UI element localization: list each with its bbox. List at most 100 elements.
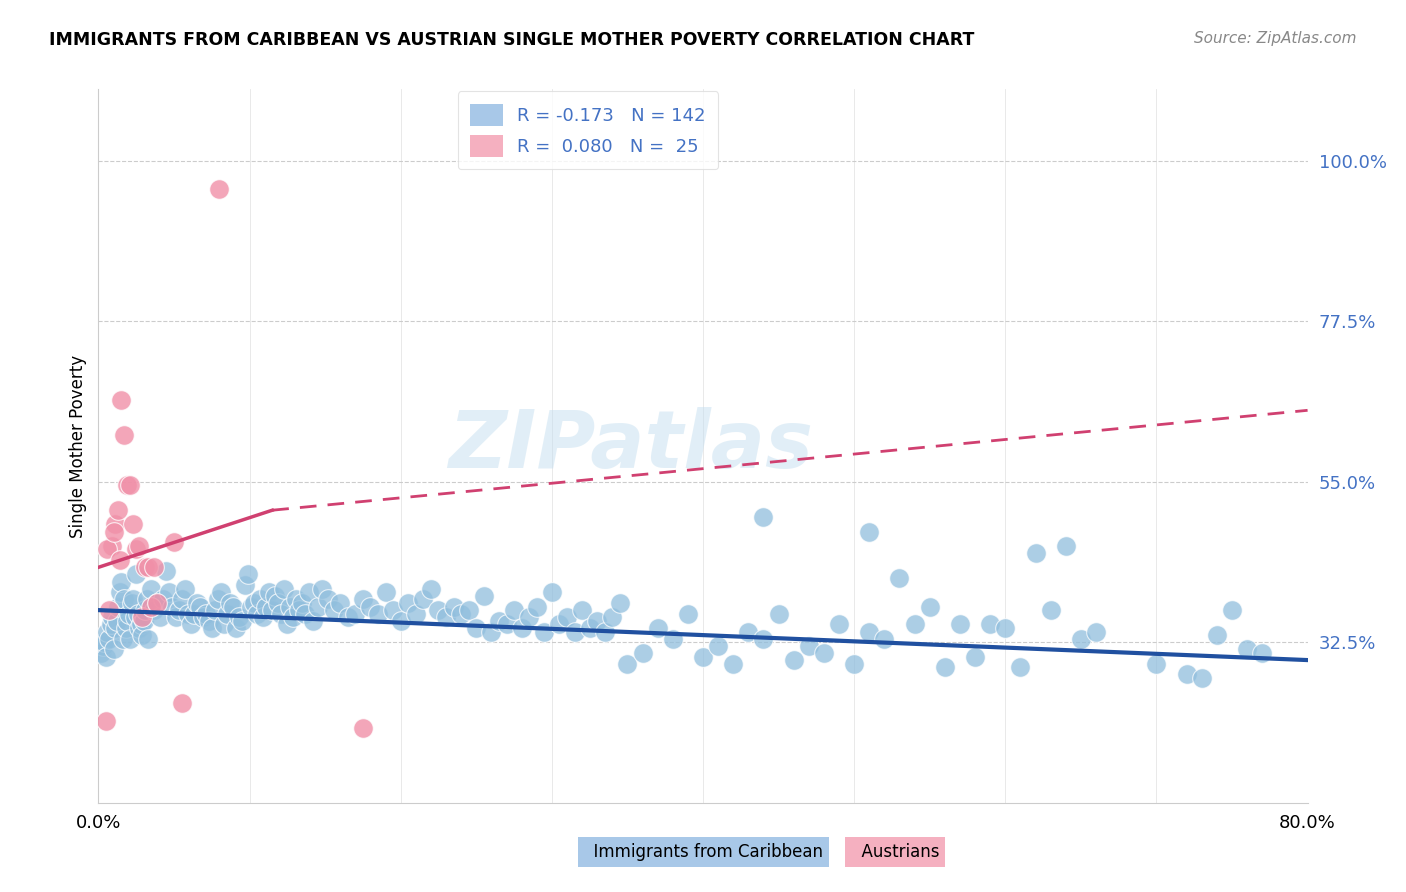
Point: [1070, 632, 1092, 646]
Point: [434, 610, 457, 624]
Point: [510, 621, 533, 635]
Point: [707, 639, 730, 653]
Point: [152, 592, 174, 607]
Point: [170, 696, 193, 710]
Point: [472, 589, 495, 603]
Point: [768, 607, 790, 621]
Point: [112, 428, 135, 442]
Point: [120, 632, 142, 646]
Point: [107, 599, 129, 614]
Point: [571, 603, 593, 617]
Point: [934, 660, 956, 674]
Point: [231, 614, 253, 628]
Point: [873, 632, 896, 646]
Point: [533, 624, 555, 639]
Point: [316, 592, 339, 607]
Point: [1039, 603, 1062, 617]
Point: [797, 639, 820, 653]
Point: [111, 632, 134, 646]
Point: [105, 614, 128, 628]
Point: [125, 567, 148, 582]
Point: [291, 596, 314, 610]
Point: [396, 596, 419, 610]
Point: [297, 585, 319, 599]
Point: [201, 621, 224, 635]
Point: [564, 624, 586, 639]
Point: [176, 607, 198, 621]
Point: [609, 596, 631, 610]
Text: Immigrants from Caribbean: Immigrants from Caribbean: [583, 843, 824, 861]
Point: [616, 657, 638, 671]
Point: [212, 617, 235, 632]
Point: [254, 599, 277, 614]
Point: [661, 632, 683, 646]
Point: [257, 585, 280, 599]
Point: [889, 571, 911, 585]
Point: [427, 603, 450, 617]
Point: [631, 646, 654, 660]
Point: [136, 632, 159, 646]
Point: [267, 596, 290, 610]
Point: [676, 607, 699, 621]
Point: [146, 596, 169, 610]
Point: [1054, 539, 1077, 553]
Point: [1010, 660, 1032, 674]
Point: [215, 607, 238, 621]
Point: [965, 649, 987, 664]
Point: [262, 603, 284, 617]
Point: [285, 592, 308, 607]
Point: [146, 596, 169, 610]
Point: [155, 564, 177, 578]
Point: [548, 617, 571, 632]
Y-axis label: Single Mother Poverty: Single Mother Poverty: [69, 354, 87, 538]
Point: [360, 599, 382, 614]
Point: [112, 592, 135, 607]
Point: [352, 592, 374, 607]
Point: [127, 607, 149, 621]
Point: [844, 657, 866, 671]
Point: [125, 542, 148, 557]
Point: [752, 510, 775, 524]
Point: [994, 621, 1017, 635]
Point: [488, 614, 510, 628]
Point: [412, 592, 434, 607]
Point: [103, 642, 125, 657]
Point: [828, 617, 851, 632]
Point: [311, 582, 333, 596]
Point: [1144, 657, 1167, 671]
Point: [602, 610, 624, 624]
Point: [420, 582, 443, 596]
Point: [207, 592, 229, 607]
Point: [276, 617, 298, 632]
Point: [149, 610, 172, 624]
Point: [143, 603, 166, 617]
Point: [194, 607, 217, 621]
Point: [115, 614, 138, 628]
Point: [723, 657, 745, 671]
Point: [131, 628, 153, 642]
Point: [209, 585, 232, 599]
Point: [101, 539, 124, 553]
Point: [1220, 603, 1243, 617]
Point: [98, 632, 121, 646]
Point: [323, 603, 346, 617]
Point: [108, 585, 131, 599]
Point: [949, 617, 972, 632]
Point: [228, 610, 250, 624]
Point: [129, 617, 152, 632]
Point: [783, 653, 806, 667]
Point: [252, 610, 274, 624]
Point: [204, 603, 226, 617]
Point: [1236, 642, 1258, 657]
Point: [183, 607, 205, 621]
Point: [114, 621, 136, 635]
Point: [443, 599, 465, 614]
Point: [103, 524, 125, 539]
Point: [647, 621, 669, 635]
Point: [288, 603, 311, 617]
Point: [110, 392, 132, 407]
Point: [107, 503, 129, 517]
Point: [344, 607, 367, 621]
Point: [91, 639, 114, 653]
Point: [1206, 628, 1229, 642]
